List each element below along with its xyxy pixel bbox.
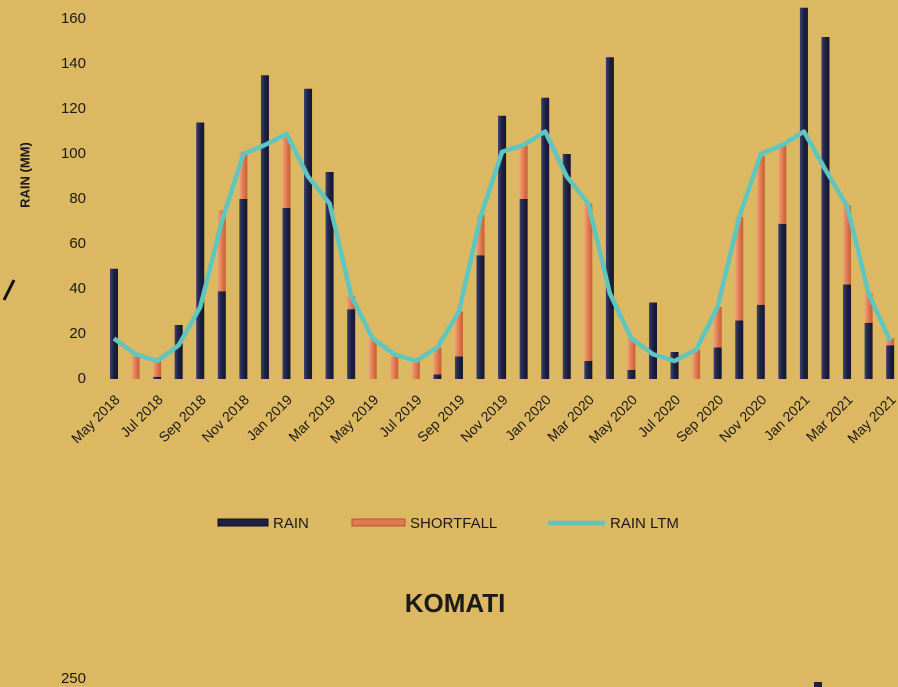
bar-segment bbox=[174, 325, 183, 379]
legend-label: SHORTFALL bbox=[410, 515, 497, 532]
bar-segment bbox=[584, 203, 593, 361]
y-tick-label: 0 bbox=[78, 370, 86, 387]
legend-swatch bbox=[217, 518, 269, 527]
bar-segment bbox=[541, 97, 550, 379]
stray-mark bbox=[2, 279, 16, 301]
bar-segment bbox=[756, 304, 765, 379]
y-axis-label: RAIN (MM) bbox=[17, 142, 32, 208]
bar-segment bbox=[519, 145, 528, 199]
legend-swatch bbox=[351, 518, 406, 527]
bar-segment bbox=[886, 338, 895, 346]
bar-segment bbox=[282, 208, 291, 379]
bar-segment bbox=[411, 361, 420, 379]
bar-segment bbox=[735, 217, 744, 321]
bar-segment bbox=[131, 356, 140, 379]
bar-segment bbox=[649, 302, 657, 379]
bar-segment bbox=[110, 268, 118, 379]
bar-segment bbox=[217, 210, 226, 292]
bar-segment bbox=[347, 295, 356, 310]
chart-title: KOMATI bbox=[405, 588, 506, 618]
bar bbox=[814, 682, 822, 687]
bar-segment bbox=[368, 338, 377, 379]
bar-segment bbox=[735, 320, 744, 379]
bar-segment bbox=[713, 307, 722, 348]
bar-segment bbox=[821, 37, 830, 379]
y-tick-label: 20 bbox=[69, 325, 86, 342]
bar-segment bbox=[454, 311, 463, 357]
y-tick-label: 80 bbox=[69, 190, 86, 207]
bar-segment bbox=[584, 361, 593, 379]
bar-segment bbox=[562, 154, 571, 379]
y-tick-label: 250 bbox=[61, 670, 86, 687]
bar-segment bbox=[886, 345, 895, 379]
legend-label: RAIN LTM bbox=[610, 515, 679, 532]
bar-segment bbox=[217, 291, 226, 379]
bar-segment bbox=[304, 88, 313, 379]
x-tick-label: Nov 2019 bbox=[457, 391, 511, 445]
x-tick-label: Nov 2018 bbox=[198, 391, 252, 445]
bar-segment bbox=[476, 255, 485, 379]
bar-segment bbox=[843, 284, 852, 379]
y-tick-label: 140 bbox=[61, 55, 86, 72]
bar-segment bbox=[605, 57, 614, 379]
bar-segment bbox=[670, 352, 679, 379]
y-tick-label: 120 bbox=[61, 100, 86, 117]
bar-segment bbox=[239, 151, 248, 199]
y-tick-label: 160 bbox=[61, 10, 86, 27]
y-tick-label: 60 bbox=[69, 235, 86, 252]
legend-label: RAIN bbox=[273, 515, 309, 532]
bar-segment bbox=[627, 338, 636, 370]
x-tick-label: Nov 2020 bbox=[716, 391, 770, 445]
bar-segment bbox=[325, 172, 334, 379]
y-tick-label: 100 bbox=[61, 145, 86, 162]
bar-segment bbox=[627, 370, 636, 379]
bar-segment bbox=[778, 145, 787, 224]
bar-segment bbox=[519, 199, 528, 379]
bar-segment bbox=[390, 356, 399, 379]
bar-segment bbox=[153, 376, 162, 379]
bar-segment bbox=[239, 199, 248, 379]
bar-segment bbox=[799, 7, 808, 379]
y-tick-label: 40 bbox=[69, 280, 86, 297]
bar-segment bbox=[433, 347, 442, 375]
line bbox=[112, 129, 893, 364]
bar-segment bbox=[756, 156, 765, 305]
bar-segment bbox=[153, 358, 162, 377]
bar-segment bbox=[778, 223, 787, 379]
bar-segment bbox=[196, 122, 205, 379]
bar-segment bbox=[476, 214, 485, 256]
bar-segment bbox=[864, 322, 873, 379]
bar-segment bbox=[713, 347, 722, 379]
bar-segment bbox=[498, 115, 507, 379]
bar-segment bbox=[433, 374, 442, 379]
bar-segment bbox=[864, 293, 873, 323]
bar-segment bbox=[260, 75, 269, 379]
bar-segment bbox=[347, 309, 356, 379]
bar-segment bbox=[692, 349, 701, 379]
x-tick-label: May 2018 bbox=[68, 391, 123, 446]
bar-segment bbox=[454, 356, 463, 379]
bar-segment bbox=[843, 205, 852, 285]
bar-segment bbox=[282, 136, 291, 208]
